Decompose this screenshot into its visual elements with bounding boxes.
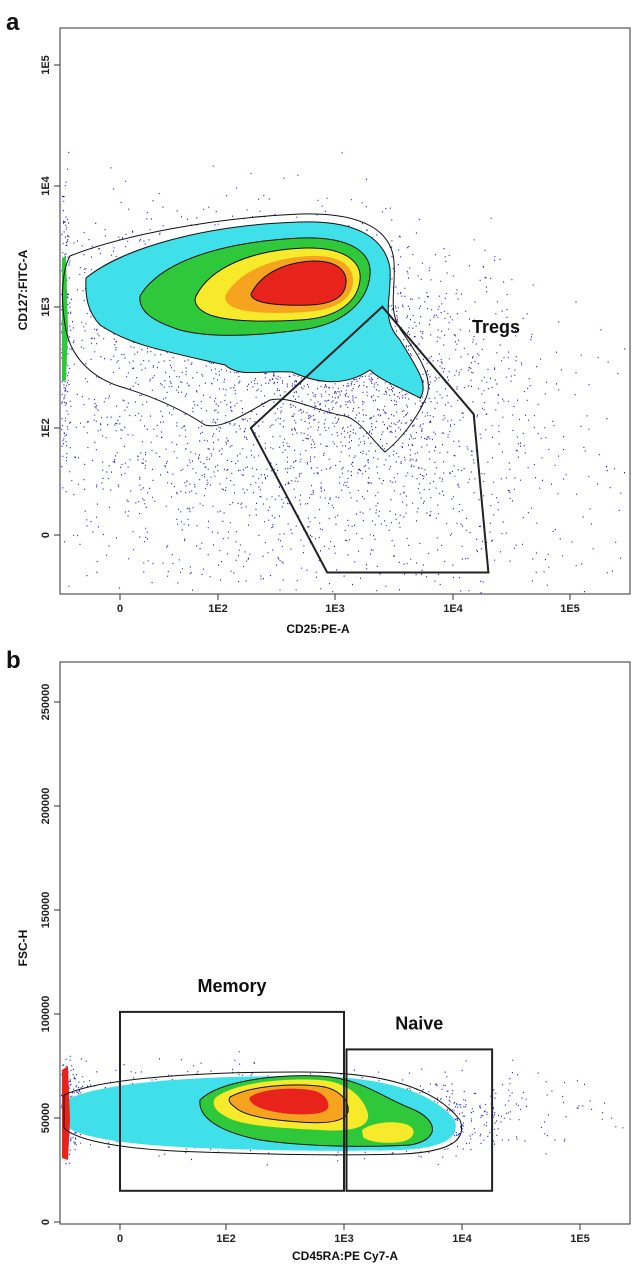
plot-b-y-tick-label: 50000 [40, 1103, 52, 1134]
plot-b-y-tick-label: 150000 [40, 892, 52, 929]
plot-a-x-tick-label: 0 [117, 603, 123, 615]
plot-a-x-tick-label: 1E4 [443, 603, 463, 615]
plot-b-outer-contour [63, 1071, 463, 1156]
plot-a-axis-pile [62, 256, 68, 382]
plot-a-gate-label-tregs: Tregs [472, 317, 520, 337]
plot-b-x-tick-label: 0 [117, 1233, 123, 1245]
plot-b-gate-label-naive: Naive [395, 1013, 443, 1033]
plot-a-density-level-5 [251, 261, 347, 306]
plot-b-gate-naive [345, 1048, 494, 1192]
plot-b: 0 1E2 1E3 1E4 1E5 0 50000 100000 150000 200000 250… [16, 661, 631, 1263]
plot-a-x-axis-label: CD25:PE-A [286, 622, 350, 636]
plot-a: 0 1E2 1E3 1E4 1E5 0 1E2 1E3 1E4 1E5 Tregs CD25:PE… [16, 27, 631, 636]
plot-a-x-tick-label: 1E5 [560, 603, 580, 615]
plot-b-density-level-5 [249, 1088, 329, 1115]
plot-a-contour-1 [85, 221, 424, 399]
plot-a-outer-contour [62, 213, 429, 453]
plot-b-y-axis-label: FSC-H [16, 930, 30, 967]
plot-b-density [61, 1051, 624, 1166]
plot-a-gate-tregs [249, 305, 490, 574]
plot-a-y-tick-label: 1E2 [40, 418, 52, 438]
plot-a-x-tick-label: 1E3 [325, 603, 345, 615]
plot-b-y-tick-label: 0 [40, 1219, 52, 1225]
plot-a-contour-2 [139, 237, 371, 336]
plot-a-frame [59, 27, 631, 595]
plot-b-ticks: 0 1E2 1E3 1E4 1E5 0 50000 100000 150000 200000 250… [40, 684, 590, 1245]
plot-b-gate-label-memory: Memory [197, 976, 266, 996]
plot-b-x-tick-label: 1E4 [452, 1233, 472, 1245]
plot-b-contour-1 [199, 1075, 433, 1147]
plot-b-x-axis-label: CD45RA:PE Cy7-A [292, 1249, 398, 1263]
plot-a-y-tick-label: 1E3 [40, 297, 52, 317]
plot-a-y-axis-label: CD127:FITC-A [16, 249, 30, 330]
plot-b-x-tick-label: 1E3 [334, 1233, 354, 1245]
plot-a-contour-4 [250, 260, 347, 306]
panel-a-letter: a [6, 9, 20, 36]
plot-a-contour-3 [194, 247, 361, 322]
plot-a-ticks: 0 1E2 1E3 1E4 1E5 0 1E2 1E3 1E4 1E5 [40, 55, 580, 615]
plot-b-frame [59, 661, 631, 1225]
plot-a-y-tick-label: 0 [40, 532, 52, 538]
plot-b-axis-pile [62, 1066, 70, 1160]
plot-b-y-tick-label: 100000 [40, 996, 52, 1033]
plot-a-x-tick-label: 1E2 [208, 603, 228, 615]
plot-b-gate-memory [119, 1010, 345, 1192]
plot-b-gates: Memory Naive [119, 976, 494, 1192]
plot-b-density-level-3b [362, 1122, 414, 1143]
plot-a-y-tick-label: 1E5 [40, 55, 52, 75]
plot-b-x-tick-label: 1E5 [570, 1233, 590, 1245]
plot-b-contour-2 [228, 1084, 349, 1124]
panel-b-letter: b [6, 647, 21, 674]
plot-b-x-tick-label: 1E2 [216, 1233, 236, 1245]
plot-a-density [61, 151, 626, 594]
plot-b-y-tick-label: 200000 [40, 788, 52, 825]
plot-a-y-tick-label: 1E4 [40, 175, 52, 195]
plot-a-gates: Tregs [249, 305, 520, 574]
plot-b-y-tick-label: 250000 [40, 684, 52, 721]
